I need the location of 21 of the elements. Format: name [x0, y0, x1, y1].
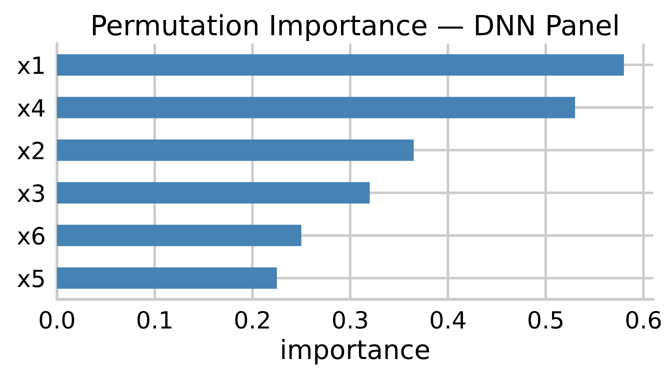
x-tick-label: 0.0 — [40, 310, 74, 329]
bar — [56, 267, 277, 289]
y-tick-label: x1 — [18, 56, 44, 74]
bar — [56, 224, 302, 246]
x-tick-label: 0.4 — [430, 310, 466, 329]
bar — [56, 140, 414, 161]
y-tick-label: x5 — [18, 270, 44, 288]
chart-title: Permutation Importance — DNN Panel — [92, 14, 618, 42]
y-tick-label: x2 — [18, 142, 44, 160]
x-axis-title: importance — [282, 338, 430, 364]
y-tick-label: x3 — [18, 184, 44, 202]
x-tick-label: 0.3 — [332, 310, 368, 329]
bar — [56, 54, 624, 76]
bar — [56, 96, 576, 118]
y-tick-label: x4 — [18, 99, 45, 117]
x-tick-label: 0.6 — [626, 310, 661, 329]
x-tick-label: 0.2 — [235, 310, 269, 329]
bar — [56, 182, 370, 204]
x-tick-label: 0.5 — [528, 310, 562, 329]
y-tick-label: x6 — [18, 226, 44, 245]
x-tick-label: 0.1 — [137, 310, 172, 329]
